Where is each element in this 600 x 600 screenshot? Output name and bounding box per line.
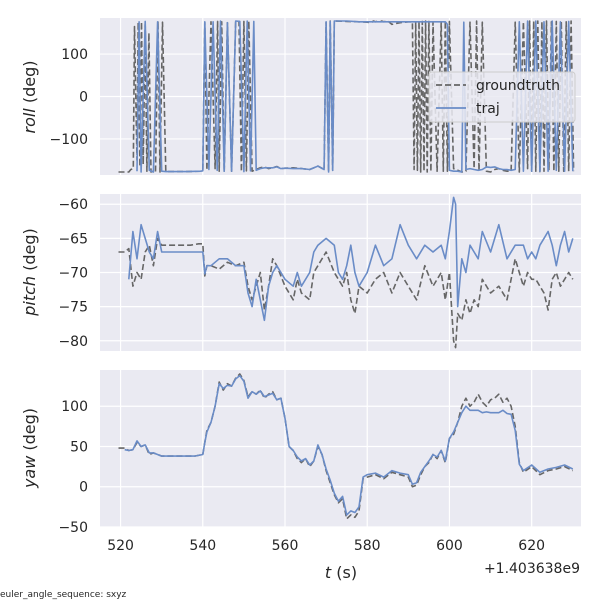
- pitch-groundtruth-line: [118, 237, 574, 349]
- x-axis-label: t (s): [325, 563, 357, 582]
- pitch-ytick-label: −60: [58, 197, 88, 213]
- yaw-subplot: 100 50 0 −50 520 540 560 580 600 620: [58, 370, 581, 554]
- xtick-label: 620: [518, 538, 545, 554]
- legend-groundtruth-label: groundtruth: [476, 78, 560, 94]
- pitch-ytick-label: −65: [58, 231, 88, 247]
- euler-footnote: euler_angle_sequence: sxyz: [0, 590, 127, 600]
- roll-ylabel: roll (deg): [20, 61, 39, 134]
- yaw-ytick-label: 0: [79, 480, 88, 496]
- yaw-ylabel: yaw (deg): [20, 408, 39, 489]
- roll-ytick-label: −100: [50, 132, 88, 148]
- yaw-ytick-label: 50: [70, 439, 88, 455]
- xtick-label: 580: [354, 538, 381, 554]
- pitch-subplot: −60 −65 −70 −75 −80: [58, 194, 581, 351]
- roll-traj-line: [136, 20, 574, 173]
- pitch-ytick-label: −80: [58, 334, 88, 350]
- pitch-ytick-label: −70: [58, 266, 88, 282]
- xtick-label: 560: [272, 538, 299, 554]
- yaw-traj-line: [124, 374, 574, 516]
- xtick-label: 520: [107, 538, 134, 554]
- xtick-label: 540: [189, 538, 216, 554]
- yaw-ytick-label: 100: [61, 399, 88, 415]
- roll-ytick-label: 100: [61, 47, 88, 63]
- legend: groundtruth traj: [428, 71, 576, 123]
- pitch-ylabel: pitch (deg): [20, 228, 39, 317]
- pitch-traj-line: [128, 196, 574, 322]
- xtick-label: 600: [436, 538, 463, 554]
- roll-ytick-label: 0: [79, 90, 88, 106]
- x-offset-label: +1.403638e9: [484, 561, 580, 577]
- yaw-ytick-label: −50: [58, 520, 88, 536]
- yaw-plot-area: [100, 370, 581, 527]
- legend-traj-label: traj: [476, 101, 500, 117]
- pitch-ytick-label: −75: [58, 300, 88, 316]
